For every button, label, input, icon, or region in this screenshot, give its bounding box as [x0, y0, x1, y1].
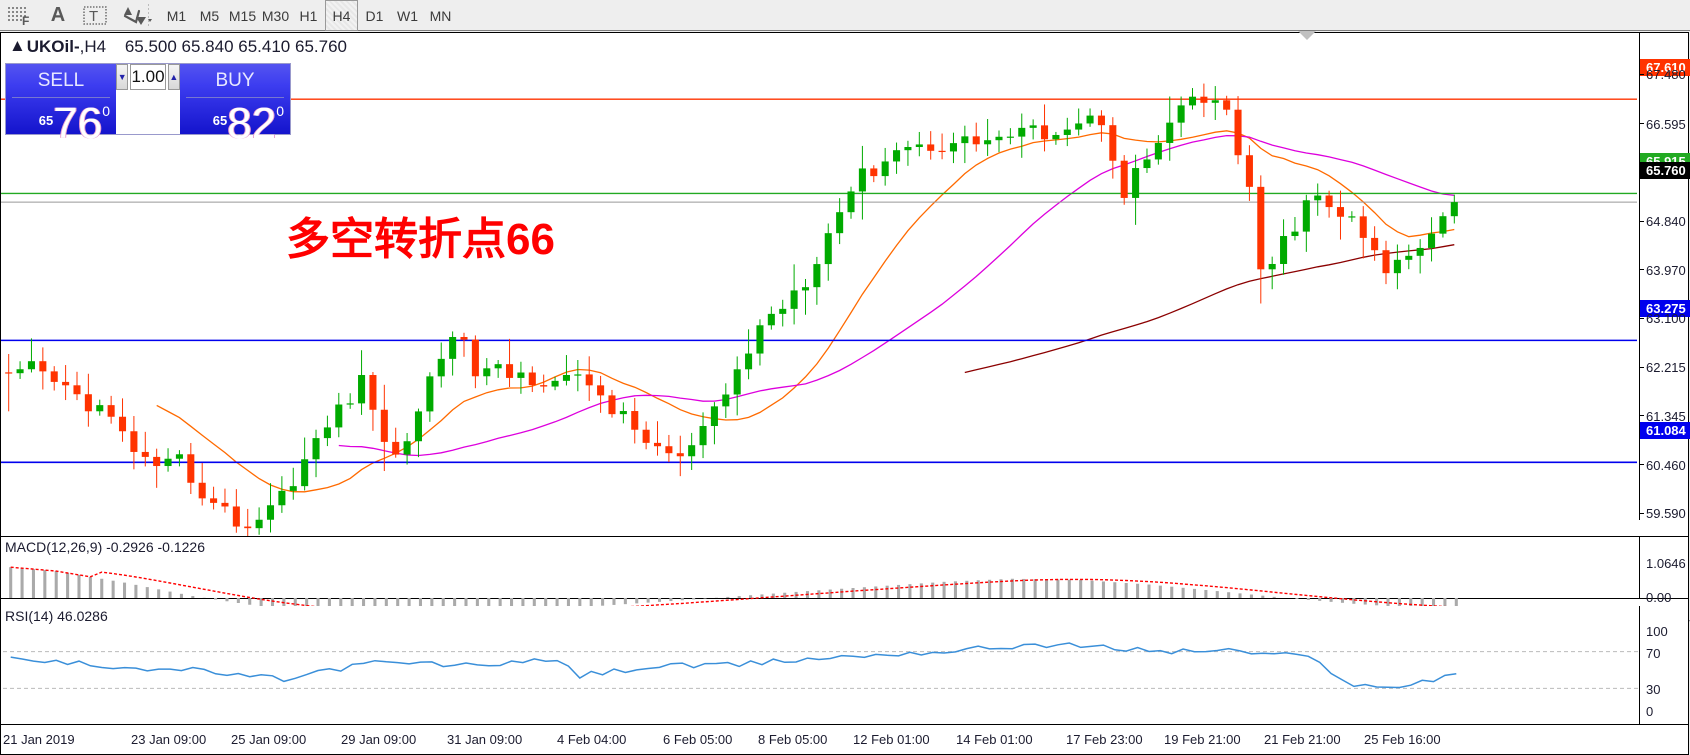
svg-text:F: F — [22, 14, 29, 27]
svg-text:T: T — [89, 8, 98, 25]
